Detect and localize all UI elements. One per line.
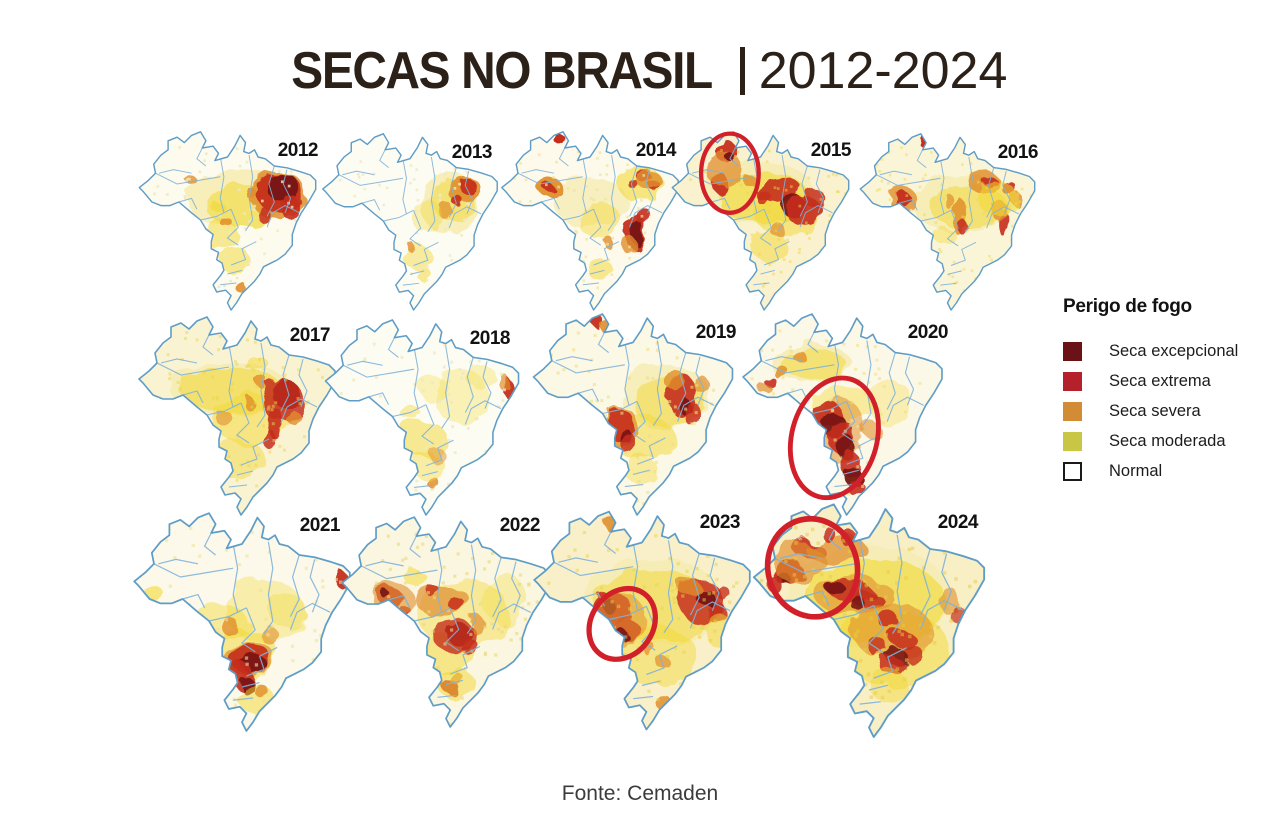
highlight-ellipse [586, 585, 658, 662]
year-label: 2019 [695, 322, 737, 343]
legend-swatch [1063, 341, 1082, 361]
brazil-map-2022 [341, 516, 551, 728]
header: SECAS NO BRASIL | 2012-2024 [0, 36, 1280, 106]
legend-items: Seca excepcional Seca extrema Seca severa S… [1063, 336, 1263, 486]
brazil-map-2012 [138, 131, 317, 311]
legend-label: Seca severa [1109, 401, 1201, 420]
map-tile-2019: 2019 [518, 312, 748, 516]
map-tile-2024: 2024 [748, 502, 990, 738]
highlight-ellipse [787, 375, 881, 501]
legend-swatch [1063, 431, 1082, 451]
legend-item: Seca extrema [1063, 366, 1263, 396]
map-tile-2013: 2013 [316, 132, 504, 311]
map-tile-2012: 2012 [125, 130, 330, 311]
legend-label: Normal [1109, 461, 1163, 480]
brazil-map-2018 [324, 319, 520, 516]
brazil-map-2017 [138, 316, 336, 516]
year-label: 2020 [907, 322, 949, 343]
year-label: 2012 [277, 140, 319, 161]
year-label: 2023 [699, 512, 741, 533]
year-label: 2022 [499, 515, 541, 536]
brazil-map-2015 [671, 131, 850, 311]
legend-label: Seca extrema [1109, 371, 1211, 390]
legend-swatch [1063, 401, 1082, 421]
year-label: 2018 [469, 328, 511, 349]
brazil-map-2024 [752, 503, 986, 738]
source-text: Fonte: Cemaden [561, 782, 719, 805]
legend-item: Seca excepcional [1063, 336, 1263, 366]
legend-item: Seca severa [1063, 396, 1263, 426]
legend: Perigo de fogo Seca excepcional Seca extr… [1063, 296, 1263, 486]
brazil-map-2020 [742, 313, 943, 516]
legend-label: Seca excepcional [1109, 341, 1239, 360]
legend-item: Normal [1063, 456, 1263, 486]
brazil-map-2023 [533, 510, 751, 731]
map-tile-2017: 2017 [132, 315, 342, 516]
brazil-map-2021 [133, 512, 351, 732]
map-tile-2018: 2018 [322, 318, 522, 516]
brazil-map-2014 [501, 131, 679, 311]
map-tile-2015: 2015 [658, 130, 863, 311]
title-separator-bar: | [739, 47, 745, 95]
map-tile-2020: 2020 [725, 312, 960, 516]
legend-swatch [1063, 461, 1082, 481]
brazil-map-2019 [532, 313, 734, 516]
legend-swatch [1063, 371, 1082, 391]
year-label: 2024 [937, 512, 979, 533]
brazil-map-2016 [859, 133, 1036, 311]
year-label: 2017 [289, 325, 331, 346]
legend-item: Seca moderada [1063, 426, 1263, 456]
map-tile-2021: 2021 [132, 505, 352, 737]
year-label: 2021 [299, 515, 341, 536]
map-tile-2016: 2016 [845, 132, 1050, 311]
year-label: 2015 [810, 140, 852, 161]
page-title-main: SECAS NO BRASIL [290, 42, 713, 100]
highlight-ellipse [764, 515, 861, 620]
year-label: 2016 [997, 142, 1039, 163]
map-tile-2014: 2014 [492, 130, 688, 311]
page-title-range: 2012-2024 [758, 42, 1008, 100]
legend-label: Seca moderada [1109, 431, 1226, 450]
legend-title: Perigo de fogo [1063, 296, 1192, 317]
year-label: 2014 [635, 140, 677, 161]
year-label: 2013 [451, 142, 493, 163]
map-tile-2022: 2022 [340, 505, 552, 737]
map-tile-2023: 2023 [532, 502, 752, 737]
brazil-map-2013 [322, 133, 498, 311]
